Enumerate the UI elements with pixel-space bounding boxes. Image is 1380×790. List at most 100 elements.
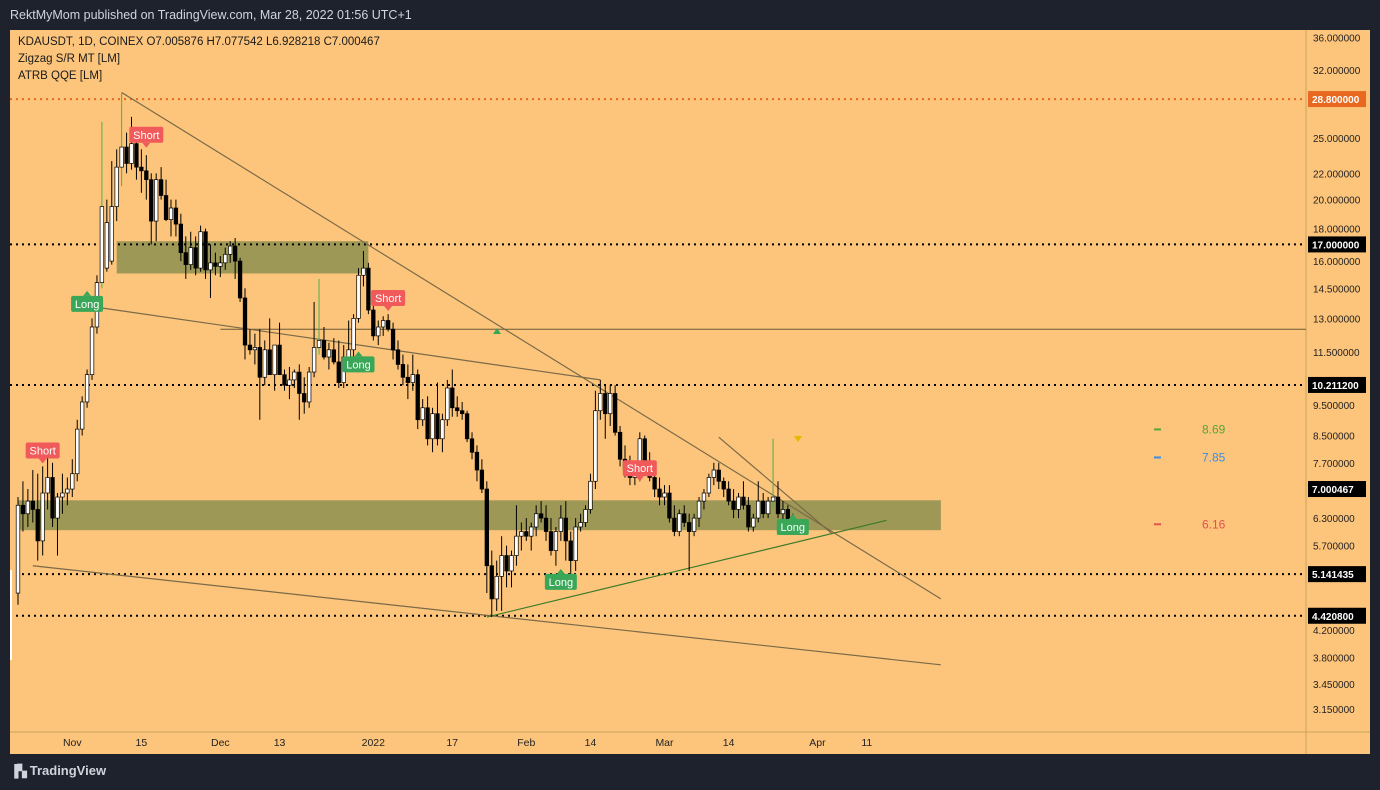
price-level-value: 10.211200 <box>1312 381 1359 392</box>
candle-body <box>158 179 164 196</box>
x-tick-label: Nov <box>63 737 82 749</box>
candlestick-chart[interactable]: Short Short Long Long Short Long Short Long 8.69… <box>10 30 1370 754</box>
candle-body <box>464 413 470 440</box>
trendline-3 <box>718 436 833 535</box>
publisher-header: RektMyMom published on TradingView.com, … <box>0 0 1380 30</box>
candle-body <box>578 522 583 528</box>
candle-body <box>203 231 208 271</box>
candle-body <box>361 267 366 276</box>
price-level-value: 17.000000 <box>1312 240 1360 251</box>
price-level-tag-4: 5.141435 <box>1308 566 1366 583</box>
y-tick-label: 22.000000 <box>1313 169 1361 180</box>
candle-body <box>89 326 95 375</box>
y-tick-label: 16.000000 <box>1313 257 1361 268</box>
signal-long-3: Long <box>342 351 375 373</box>
x-tick-label: Apr <box>809 737 826 749</box>
candle-body <box>282 374 287 386</box>
candle-body <box>242 297 248 346</box>
candle-body <box>99 206 105 283</box>
candle-body <box>55 496 60 519</box>
candle-body <box>691 517 697 532</box>
candle-body <box>376 326 381 337</box>
price-level-value: 5.141435 <box>1312 570 1354 581</box>
price-level-tag-5: 4.420800 <box>1308 607 1366 624</box>
candle-body <box>761 500 766 515</box>
candle-body <box>35 509 40 542</box>
candle-body <box>543 517 549 532</box>
chart-frame[interactable]: Short Short Long Long Short Long Short Long 8.69… <box>10 30 1370 754</box>
price-level-badge <box>1308 566 1366 583</box>
x-tick-label: 14 <box>723 737 735 749</box>
candle-body <box>455 407 460 412</box>
y-tick-label: 36.000000 <box>1313 34 1361 45</box>
candle-body <box>538 513 544 519</box>
candle-body <box>450 387 455 409</box>
candle-body <box>119 146 124 168</box>
signal-badge <box>544 573 577 590</box>
signal-short-1: Short <box>129 126 164 148</box>
y-tick-label: 4.200000 <box>1313 626 1355 637</box>
candle-body <box>445 387 450 421</box>
publisher-text: RektMyMom published on TradingView.com, … <box>10 8 412 22</box>
signal-short-4: Short <box>371 289 406 311</box>
x-tick-label: 11 <box>861 737 872 749</box>
candle-body <box>504 555 509 572</box>
candle-body <box>237 260 243 299</box>
candle-body <box>163 195 169 220</box>
candle-body <box>652 477 657 490</box>
signal-label: Short <box>627 463 653 475</box>
trendline-0 <box>121 91 942 600</box>
candle-body <box>168 207 174 220</box>
signal-badge <box>622 460 657 477</box>
y-tick-label: 3.800000 <box>1313 653 1355 664</box>
candle-body <box>346 349 351 358</box>
candle-body <box>410 374 415 383</box>
x-tick-label: Dec <box>211 737 230 749</box>
candle-body <box>272 344 277 375</box>
buy-arrow-icon <box>493 328 501 334</box>
candle-body <box>711 469 716 478</box>
candle-body <box>657 488 662 498</box>
signal-label: Short <box>30 446 56 458</box>
candle-body <box>568 540 573 561</box>
sell-arrow-icon <box>794 436 802 442</box>
price-level-value: 7.000467 <box>1312 485 1354 496</box>
candle-body <box>440 419 445 440</box>
candle-body <box>302 393 307 403</box>
candle-body <box>548 531 554 551</box>
signal-pointer-icon <box>635 476 644 482</box>
candle-body <box>524 531 529 537</box>
candle-body <box>336 361 341 383</box>
candle-body <box>563 517 568 542</box>
price-level-badge <box>1308 376 1366 393</box>
candle-body <box>60 492 65 498</box>
y-tick-label: 13.000000 <box>1313 314 1361 325</box>
candle-body <box>534 513 539 528</box>
tradingview-brand[interactable]: ▐▚ TradingView <box>10 763 106 778</box>
signal-pointer-icon <box>142 142 151 148</box>
price-level-value: 4.420800 <box>1312 612 1354 623</box>
candle-body <box>331 349 336 363</box>
y-tick-label: 20.000000 <box>1313 196 1361 207</box>
y-tick-label: 18.000000 <box>1313 225 1361 236</box>
candle-body <box>751 517 756 528</box>
candle-body <box>292 371 297 381</box>
signal-label: Long <box>549 577 573 589</box>
y-tick-label: 3.450000 <box>1313 680 1355 691</box>
price-level-tag-0: 28.800000 <box>1308 91 1366 108</box>
tradingview-logo-icon: ▐▚ <box>10 763 27 778</box>
candle-body <box>682 513 687 523</box>
candle-body <box>287 379 292 386</box>
candle-body <box>154 179 159 222</box>
candle-body <box>65 488 70 494</box>
signal-pointer-icon <box>38 458 47 464</box>
candle-body <box>558 517 563 532</box>
candle-body <box>385 320 391 330</box>
candle-body <box>667 492 672 519</box>
candle-body <box>395 349 401 365</box>
signal-badge <box>129 126 164 143</box>
candle-body <box>583 509 588 523</box>
candle-body <box>25 500 31 515</box>
y-tick-label: 3.150000 <box>1313 705 1355 716</box>
y-tick-label: 11.500000 <box>1313 348 1360 359</box>
